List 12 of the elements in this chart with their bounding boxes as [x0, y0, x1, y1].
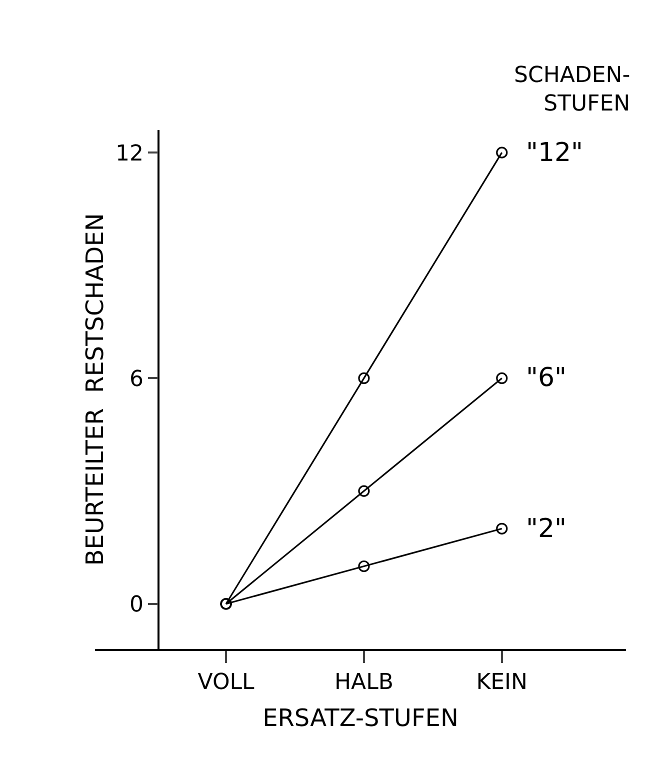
- legend-title: SCHADEN-STUFEN: [514, 63, 630, 117]
- series-label: "6": [526, 363, 566, 393]
- y-tick-label: 6: [130, 366, 144, 392]
- x-tick-label: VOLL: [198, 670, 256, 696]
- y-tick-label: 12: [116, 141, 144, 166]
- x-tick-label: HALB: [334, 670, 394, 696]
- series-label: "2": [526, 514, 566, 544]
- y-tick-label: 0: [130, 592, 144, 618]
- x-tick-label: KEIN: [476, 670, 528, 696]
- y-axis-title: BEURTEILTER RESTSCHADEN: [81, 213, 110, 566]
- series-label: "12": [526, 138, 584, 168]
- x-axis-title: ERSATZ-STUFEN: [262, 704, 458, 732]
